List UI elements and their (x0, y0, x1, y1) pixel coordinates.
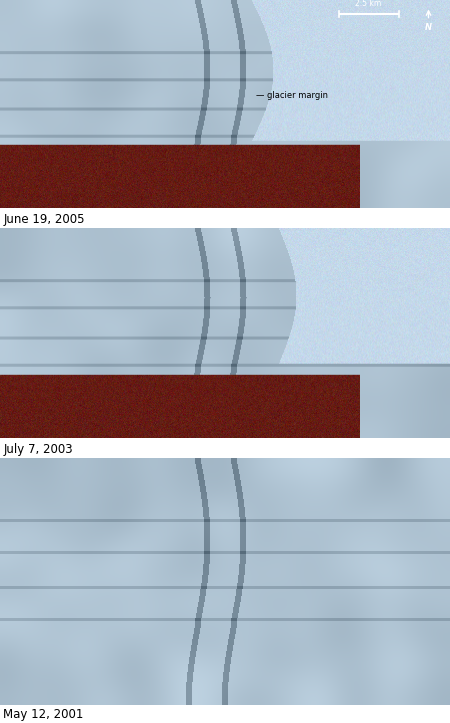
Text: May 12, 2001: May 12, 2001 (3, 709, 84, 722)
Text: July 7, 2003: July 7, 2003 (3, 442, 73, 455)
Text: N: N (425, 24, 432, 33)
Text: 2.5 km: 2.5 km (356, 0, 382, 9)
Text: — glacier margin: — glacier margin (256, 91, 328, 100)
Text: June 19, 2005: June 19, 2005 (3, 213, 85, 226)
